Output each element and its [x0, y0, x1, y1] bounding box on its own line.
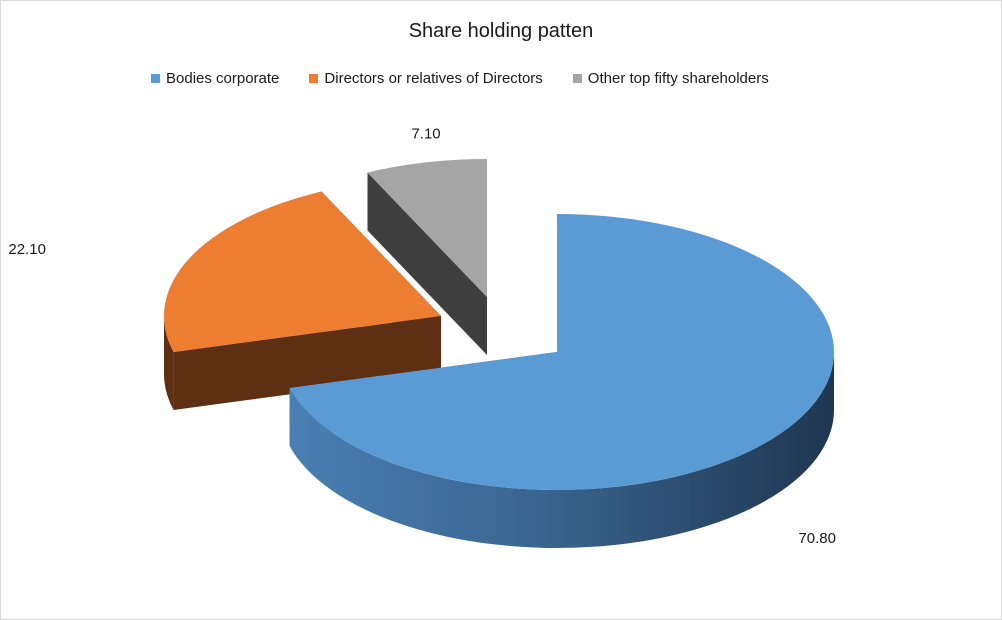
- pie-slice-wall-directors-0: [173, 316, 441, 410]
- pie-slice-wall-other-shareholders-0: [367, 172, 487, 355]
- pie-slice-side-bodies-corporate: [289, 352, 834, 548]
- legend-item-directors: Directors or relatives of Directors: [309, 69, 543, 87]
- legend-label-other-shareholders: Other top fifty shareholders: [587, 69, 769, 87]
- pie-slice-other-shareholders: [367, 159, 487, 355]
- legend-swatch-bodies-corporate: [151, 73, 160, 83]
- legend-label-directors: Directors or relatives of Directors: [324, 69, 543, 87]
- legend-item-other-shareholders: Other top fifty shareholders: [572, 69, 769, 87]
- data-label-other-shareholders: 7.10: [411, 125, 440, 142]
- legend-swatch-other-shareholders: [572, 73, 582, 83]
- pie-slice-directors: [163, 191, 441, 410]
- pie-slice-top-other-shareholders: [367, 159, 487, 297]
- pie-slice-bodies-corporate: [289, 214, 834, 548]
- pie-slice-side-directors: [164, 316, 174, 410]
- pie-slice-top-directors: [163, 191, 441, 352]
- chart-title: Share holding patten: [408, 20, 594, 42]
- pie-slices: [163, 159, 834, 548]
- legend-item-bodies-corporate: Bodies corporate: [151, 70, 279, 87]
- legend-label-bodies-corporate: Bodies corporate: [166, 69, 280, 87]
- pie-slice-top-bodies-corporate: [289, 214, 834, 491]
- legend: Bodies corporate Directors or relatives …: [151, 68, 769, 88]
- data-label-bodies-corporate: 70.80: [798, 530, 836, 547]
- data-labels: 70.80 22.10 7.10: [8, 125, 836, 547]
- data-label-directors: 22.10: [8, 241, 46, 258]
- legend-swatch-directors: [309, 73, 319, 83]
